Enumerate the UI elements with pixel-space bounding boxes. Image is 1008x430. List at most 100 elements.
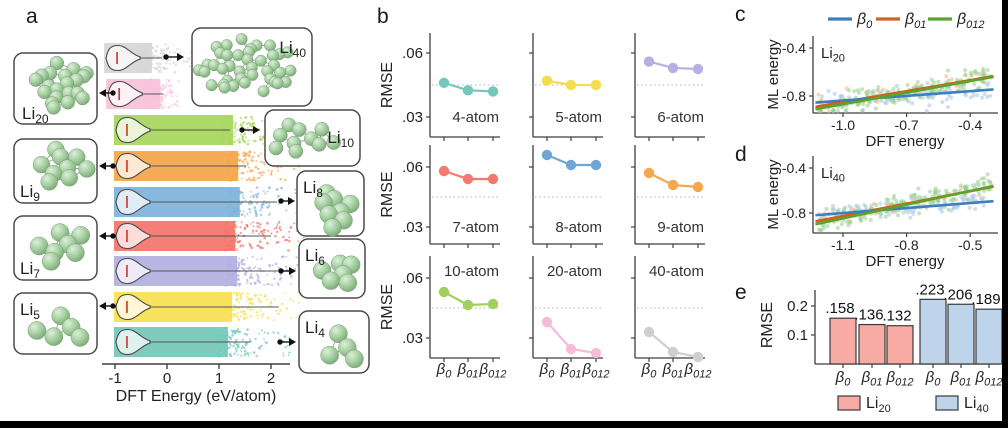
fit-line-β012 <box>815 75 994 111</box>
structure-inset-li8: Li8 <box>296 170 365 237</box>
svg-text:-0.7: -0.7 <box>895 117 919 133</box>
svg-text:β01: β01 <box>904 11 926 31</box>
structure-inset-li20: Li20 <box>13 52 98 126</box>
structure-inset-li40: Li40 <box>191 27 313 107</box>
svg-text:β01: β01 <box>560 361 582 381</box>
violin-row-li7 <box>113 220 305 252</box>
svg-text:.03: .03 <box>402 219 423 236</box>
connector-arrow-li9 <box>99 162 116 170</box>
svg-text:β0: β0 <box>925 369 942 389</box>
svg-text:β0: β0 <box>436 361 453 381</box>
bar: .136 <box>854 307 886 368</box>
rmse-subplot-9-atom: 9-atom <box>631 145 705 248</box>
structure-inset-li9: Li9 <box>13 138 98 204</box>
svg-text:7-atom: 7-atom <box>452 219 499 236</box>
svg-text:.03: .03 <box>402 330 423 347</box>
connector-arrow-li6 <box>278 267 296 275</box>
bar: .223 <box>915 281 947 368</box>
panel-c-legend: β0 β01 β012 <box>828 11 985 31</box>
svg-text:-1: -1 <box>108 370 121 387</box>
svg-text:6-atom: 6-atom <box>657 109 704 126</box>
connector-arrow-li20 <box>99 89 116 97</box>
svg-text:-0.8: -0.8 <box>782 205 806 221</box>
svg-text:40-atom: 40-atom <box>649 263 704 280</box>
svg-text:2: 2 <box>267 370 275 387</box>
legend-item-li20: Li20 <box>837 395 891 415</box>
connector-arrow-li40 <box>163 53 184 61</box>
violin-row-li10 <box>113 115 302 146</box>
connector-arrow-li10 <box>239 126 260 134</box>
violin-row-li40 <box>104 42 198 74</box>
fit-line-β0 <box>815 88 994 104</box>
svg-text:0: 0 <box>163 370 171 387</box>
svg-text:.06: .06 <box>402 159 423 176</box>
rmse-subplot-5-atom: 5-atom <box>529 33 603 141</box>
legend-item-β012: β012 <box>928 11 985 31</box>
panel-b-rmse-grid: .06 .03 4-atom RMSE 5-atom 6-atom .06 .03 7-atom… <box>379 33 711 381</box>
svg-text:-1.0: -1.0 <box>831 117 855 133</box>
violin-row-li20 <box>106 78 180 110</box>
scatter-series-β012 <box>816 66 994 114</box>
connector-arrow-li8 <box>278 197 295 205</box>
svg-text:20-atom: 20-atom <box>547 263 602 280</box>
svg-text:5-atom: 5-atom <box>555 109 602 126</box>
connector-arrow-li7 <box>99 232 116 240</box>
violin-row-li6 <box>113 255 312 287</box>
svg-text:0.2: 0.2 <box>787 298 808 315</box>
panel-b-label: b <box>377 5 389 28</box>
svg-text:-0.5: -0.5 <box>958 237 982 253</box>
panel-e-legend: Li20 Li40 <box>837 395 989 415</box>
figure-border-bottom <box>0 421 1008 428</box>
svg-text:β0: β0 <box>835 369 852 389</box>
violin-row-li9 <box>113 150 308 182</box>
svg-text:.06: .06 <box>402 270 423 287</box>
rmse-subplot-7-atom: .06 .03 7-atom RMSE <box>379 145 500 248</box>
panel-c-label: c <box>735 3 746 26</box>
svg-text:β01: β01 <box>457 361 479 381</box>
svg-text:ML energy: ML energy <box>765 159 782 230</box>
svg-text:.223: .223 <box>915 281 944 298</box>
svg-text:RMSE: RMSE <box>759 302 776 348</box>
bar: .158 <box>825 300 857 368</box>
legend-item-li40: Li40 <box>935 395 989 415</box>
svg-text:.132: .132 <box>882 308 911 325</box>
svg-text:β012: β012 <box>582 361 610 381</box>
svg-text:9-atom: 9-atom <box>657 219 704 236</box>
svg-text:8-atom: 8-atom <box>555 219 602 236</box>
structure-inset-li10: Li10 <box>264 109 361 167</box>
svg-text:RMSE: RMSE <box>379 284 396 330</box>
rmse-subplot-40-atom: 40-atom β0 β01 β012 <box>631 256 711 381</box>
svg-text:1: 1 <box>215 370 223 387</box>
rmse-subplot-6-atom: 6-atom <box>631 33 705 141</box>
svg-text:β012: β012 <box>886 369 914 389</box>
fit-line-β012 <box>815 184 994 226</box>
svg-text:-0.4: -0.4 <box>958 117 982 133</box>
svg-text:DFT energy: DFT energy <box>866 133 945 150</box>
svg-text:10-atom: 10-atom <box>444 263 499 280</box>
svg-text:RMSE: RMSE <box>379 62 396 108</box>
svg-text:-1.1: -1.1 <box>831 237 855 253</box>
svg-text:β01: β01 <box>950 369 972 389</box>
violin-row-li5 <box>113 291 300 322</box>
fit-line-β0 <box>815 199 994 217</box>
rmse-subplot-20-atom: 20-atom β0 β01 β012 <box>529 256 609 381</box>
panel-c-scatter-plot: -0.4 -0.8 -1.0 -0.7 -0.4 DFT energy ML energy L… <box>765 36 998 150</box>
connector-arrow-li4 <box>277 338 296 346</box>
svg-text:β012: β012 <box>956 11 985 31</box>
svg-text:-0.4: -0.4 <box>782 40 806 56</box>
svg-text:-0.8: -0.8 <box>782 88 806 104</box>
svg-text:β0: β0 <box>856 11 873 31</box>
legend-item-β0: β0 <box>828 11 873 31</box>
svg-text:β012: β012 <box>479 361 507 381</box>
svg-text:Li20: Li20 <box>866 395 891 415</box>
svg-text:Li40: Li40 <box>964 395 989 415</box>
violin-row-li4 <box>113 327 291 358</box>
svg-text:.206: .206 <box>943 286 972 303</box>
panel-d-label: d <box>735 143 747 166</box>
bar: .132 <box>882 308 914 368</box>
